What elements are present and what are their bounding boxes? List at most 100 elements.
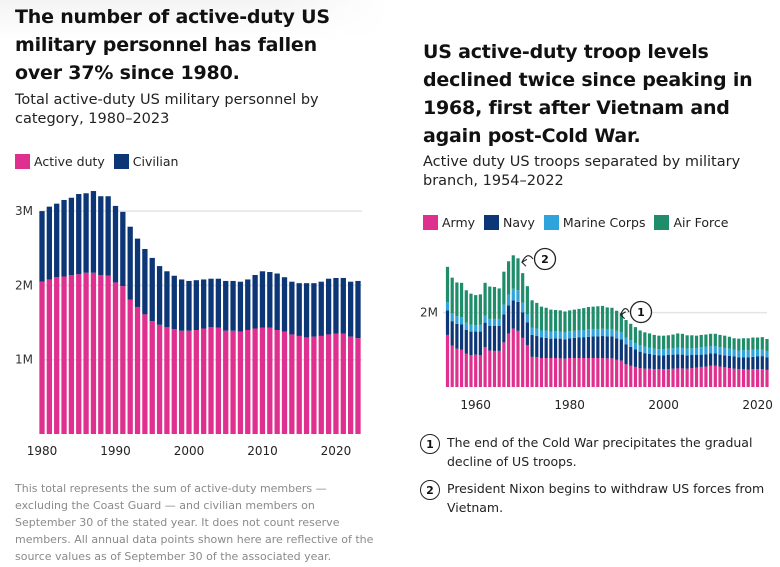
bar-army-1975 [544, 357, 548, 387]
bar-army-2010 [709, 365, 713, 387]
annotation-2-circle [533, 247, 557, 271]
bar-navy-2020 [756, 356, 760, 370]
bar-army-2002 [671, 368, 675, 387]
annotation-2-text: President Nixon begins to withdraw US fo… [447, 481, 765, 515]
bar-army-2011 [713, 365, 717, 387]
bar-air-force-2008 [699, 334, 703, 348]
bar-active-duty-1991 [120, 286, 126, 434]
bar-navy-1971 [525, 322, 529, 346]
bar-civilian-2020 [333, 277, 339, 334]
bar-army-2009 [704, 366, 708, 387]
bar-navy-1981 [572, 337, 576, 358]
bar-active-duty-1994 [142, 314, 148, 434]
bar-active-duty-2008 [245, 329, 251, 434]
bar-navy-1966 [502, 314, 506, 343]
bar-air-force-1976 [549, 309, 553, 332]
bar-army-1982 [577, 357, 581, 387]
bar-marine-corps-2006 [690, 348, 694, 356]
bar-navy-1968 [511, 300, 515, 329]
bar-air-force-1996 [643, 332, 647, 347]
bar-active-duty-1983 [61, 276, 67, 434]
annotation-2-marker: 2 [420, 480, 440, 500]
bar-marine-corps-2012 [718, 347, 722, 355]
bar-marine-corps-1990 [615, 330, 619, 339]
bar-marine-corps-1958 [464, 322, 468, 330]
bar-air-force-1975 [544, 307, 548, 331]
bar-civilian-2015 [296, 283, 302, 336]
left-chart-subtitle: Total active-duty US military personnel … [15, 92, 319, 127]
bar-navy-2017 [741, 357, 746, 370]
bar-air-force-2018 [746, 338, 750, 351]
bar-army-1966 [502, 342, 506, 387]
bar-civilian-2016 [303, 283, 310, 338]
left-chart-title: The number of active-duty US military pe… [15, 6, 330, 84]
bar-marine-corps-1988 [605, 328, 609, 337]
bar-marine-corps-1998 [652, 348, 656, 356]
bar-active-duty-1980 [39, 281, 45, 434]
bar-active-duty-2019 [325, 334, 332, 434]
bar-air-force-2012 [718, 334, 722, 348]
bar-civilian-1981 [46, 206, 52, 280]
bar-civilian-1999 [178, 279, 185, 331]
bar-air-force-1982 [577, 308, 581, 331]
bar-army-2004 [680, 368, 685, 387]
bar-marine-corps-2018 [746, 350, 750, 358]
bar-army-1995 [638, 368, 642, 387]
bar-air-force-1987 [600, 305, 605, 329]
bar-active-duty-2012 [274, 329, 280, 434]
bar-army-1987 [600, 357, 605, 387]
bar-army-1974 [539, 357, 544, 387]
bar-air-force-1961 [478, 294, 482, 325]
bar-army-1979 [563, 358, 567, 387]
bar-navy-1976 [549, 338, 553, 358]
bar-marine-corps-2009 [704, 346, 708, 355]
bar-air-force-1984 [586, 307, 591, 330]
bar-civilian-2019 [325, 278, 332, 335]
bar-air-force-2013 [723, 335, 727, 348]
bar-army-1954 [445, 334, 450, 387]
bar-civilian-2018 [318, 281, 324, 336]
bar-navy-2021 [760, 356, 764, 370]
bar-air-force-2014 [727, 336, 732, 349]
bar-civilian-1998 [171, 275, 177, 330]
x-tick-label: 1960 [460, 398, 491, 412]
bar-civilian-1980 [39, 211, 45, 282]
bar-navy-1989 [610, 336, 614, 359]
bar-navy-1982 [577, 337, 581, 358]
bar-active-duty-1986 [83, 272, 89, 434]
bar-army-1973 [535, 357, 539, 387]
right-chart-title: US active-duty troop levels declined twi… [423, 41, 753, 147]
legend-label-civilian: Civilian [132, 154, 179, 169]
bar-active-duty-1995 [149, 321, 155, 434]
bar-navy-2009 [704, 354, 708, 367]
bar-active-duty-1988 [98, 274, 104, 434]
x-tick-label: 2000 [648, 398, 679, 412]
bar-army-2008 [699, 366, 703, 387]
bar-marine-corps-1983 [582, 330, 586, 338]
bar-army-1993 [629, 365, 633, 387]
bar-marine-corps-2011 [713, 346, 717, 354]
bar-civilian-2007 [237, 281, 244, 332]
bar-air-force-2016 [737, 338, 741, 351]
bar-air-force-2002 [671, 334, 675, 349]
bar-navy-1958 [464, 329, 468, 354]
bar-army-1981 [572, 357, 576, 387]
bar-air-force-2017 [741, 338, 746, 351]
bar-marine-corps-1971 [525, 314, 529, 323]
bar-civilian-1984 [68, 197, 75, 275]
bar-army-1978 [558, 358, 562, 387]
bar-civilian-1992 [127, 226, 133, 300]
legend-item-marine-corps: Marine Corps [543, 215, 645, 230]
bar-civilian-1986 [83, 193, 89, 273]
bar-navy-2012 [718, 354, 722, 367]
bar-marine-corps-1994 [633, 343, 638, 350]
bar-air-force-1977 [553, 309, 558, 332]
bar-active-duty-2010 [259, 327, 266, 434]
bar-army-1992 [624, 364, 628, 387]
bar-navy-1975 [544, 337, 548, 358]
bar-marine-corps-1959 [469, 324, 473, 332]
bar-air-force-2009 [704, 334, 708, 347]
x-tick-label: 2020 [742, 398, 773, 412]
bar-army-1965 [497, 350, 501, 387]
bar-army-1977 [553, 357, 558, 387]
